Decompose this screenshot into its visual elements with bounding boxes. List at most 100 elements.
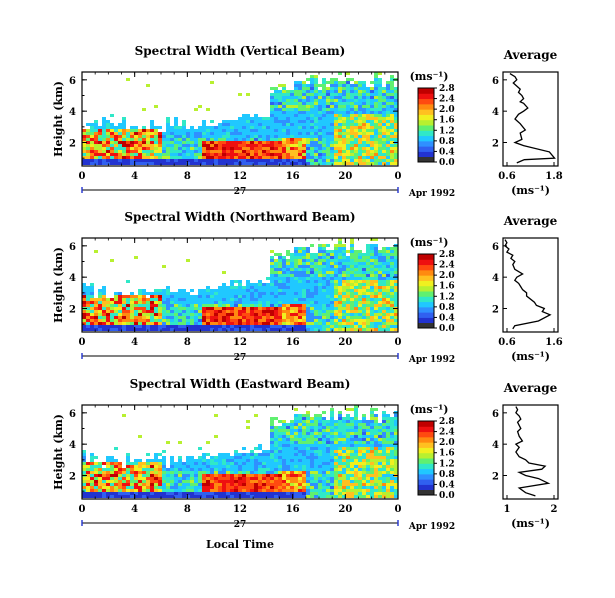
panel-title: Spectral Width (Eastward Beam) — [130, 377, 351, 391]
average-y-tick-label: 6 — [492, 76, 499, 87]
colorbar-floor — [418, 490, 434, 495]
colorbar-segment — [418, 264, 434, 271]
x-tick-label: 16 — [286, 504, 300, 515]
x-tick-label: 12 — [233, 337, 247, 348]
colorbar-label: 0.0 — [439, 324, 455, 334]
colorbar-label: 0.0 — [439, 158, 455, 168]
colorbar-segment — [418, 259, 434, 266]
colorbar-segment — [418, 146, 434, 152]
panel-1: Spectral Width (Vertical Beam)0 4 8 12 16 20 0… — [52, 44, 563, 199]
x-tick-label: 8 — [184, 504, 191, 515]
average-frame — [502, 404, 559, 500]
month-label: Apr 1992 — [408, 355, 455, 365]
y-axis-label: Height (km) — [52, 247, 65, 323]
average-y-tick-label: 4 — [492, 273, 499, 284]
colorbar-segment — [418, 285, 434, 292]
colorbar-segment — [418, 458, 434, 464]
colorbar-label: 2.4 — [439, 428, 455, 438]
y-tick-label: 6 — [69, 242, 76, 253]
x-tick-label: 0 — [79, 337, 86, 348]
x-tick-label: 0 — [395, 337, 402, 348]
colorbar-segment — [418, 468, 434, 475]
colorbar-segment — [418, 98, 434, 105]
average-frame — [502, 237, 559, 333]
colorbar-segment — [418, 463, 434, 470]
colorbar-label: 2.4 — [439, 261, 455, 271]
panel-2: Spectral Width (Northward Beam)0 4 8 12 16 20… — [52, 210, 563, 365]
colorbar-label: 2.4 — [439, 95, 455, 105]
colorbar-label: 0.4 — [439, 147, 455, 157]
month-label: Apr 1992 — [408, 189, 455, 199]
colorbar-segment — [418, 484, 434, 491]
colorbar-frame — [417, 253, 435, 329]
average-y-tick-label: 4 — [492, 440, 499, 451]
colorbar-segment — [418, 452, 434, 459]
colorbar-label: 2.8 — [439, 84, 455, 94]
date-label: 27 — [234, 520, 247, 530]
colorbar-segment — [418, 301, 434, 308]
colorbar-label: 1.2 — [439, 292, 455, 302]
y-tick-label: 6 — [69, 76, 76, 87]
colorbar-segment — [418, 421, 434, 427]
colorbar-label: 1.6 — [439, 282, 455, 292]
x-tick-label: 20 — [338, 337, 352, 348]
colorbar-segment — [418, 317, 434, 324]
colorbar-segment — [418, 447, 434, 454]
average-y-tick-label: 6 — [492, 242, 499, 253]
panel-3: Spectral Width (Eastward Beam)0 4 8 12 16 20 0… — [52, 377, 559, 532]
colorbar-segment — [418, 426, 434, 433]
y-tick-label: 4 — [69, 273, 76, 284]
colorbar-segment — [418, 254, 434, 260]
colorbar-segment — [418, 103, 434, 110]
x-tick-label: 4 — [131, 504, 138, 515]
colorbar-segment — [418, 431, 434, 438]
colorbar-segment — [418, 135, 434, 142]
colorbar-label: 2.0 — [439, 438, 455, 448]
colorbar-label: 0.4 — [439, 313, 455, 323]
y-axis-label: Height (km) — [52, 414, 65, 490]
y-tick-label: 2 — [69, 472, 76, 483]
colorbar-label: 2.8 — [439, 250, 455, 260]
colorbar-label: 1.6 — [439, 116, 455, 126]
average-title: Average — [503, 48, 558, 62]
panel-title: Spectral Width (Northward Beam) — [124, 210, 355, 224]
y-axis-label: Height (km) — [52, 81, 65, 157]
colorbar-segment — [418, 93, 434, 100]
average-profile-line — [514, 406, 551, 497]
colorbar-segment — [418, 140, 434, 147]
x-tick-label: 20 — [338, 504, 352, 515]
x-tick-label: 12 — [233, 171, 247, 182]
x-tick-label: 4 — [131, 171, 138, 182]
average-y-tick-label: 2 — [492, 139, 499, 150]
colorbar-segment — [418, 151, 434, 158]
panel-title: Spectral Width (Vertical Beam) — [135, 44, 346, 58]
average-x-tick-label: 1.8 — [545, 171, 562, 182]
x-tick-label: 0 — [395, 171, 402, 182]
x-axis-label: Local Time — [206, 538, 274, 551]
colorbar-segment — [418, 88, 434, 94]
average-x-label: (ms⁻¹) — [511, 517, 550, 530]
colorbar-label: 0.8 — [439, 470, 455, 480]
date-label: 27 — [234, 187, 247, 197]
date-label: 27 — [234, 353, 247, 363]
y-tick-label: 6 — [69, 409, 76, 420]
x-tick-label: 16 — [286, 171, 300, 182]
colorbar-floor — [418, 157, 434, 162]
average-x-label: (ms⁻¹) — [511, 184, 550, 197]
x-tick-label: 12 — [233, 504, 247, 515]
average-profile-line — [509, 73, 556, 164]
average-x-tick-label: 2 — [551, 504, 558, 515]
colorbar-label: 0.8 — [439, 137, 455, 147]
colorbar-label: 0.8 — [439, 303, 455, 313]
heatmap-field — [82, 72, 398, 165]
colorbar-unit: (ms⁻¹) — [410, 236, 449, 249]
colorbar-segment — [418, 114, 434, 121]
average-y-tick-label: 2 — [492, 305, 499, 316]
average-title: Average — [503, 381, 558, 395]
colorbar-label: 2.0 — [439, 105, 455, 115]
colorbar-floor — [418, 323, 434, 328]
colorbar-segment — [418, 275, 434, 281]
x-tick-label: 8 — [184, 171, 191, 182]
colorbar-frame — [417, 420, 435, 496]
y-tick-label: 4 — [69, 440, 76, 451]
